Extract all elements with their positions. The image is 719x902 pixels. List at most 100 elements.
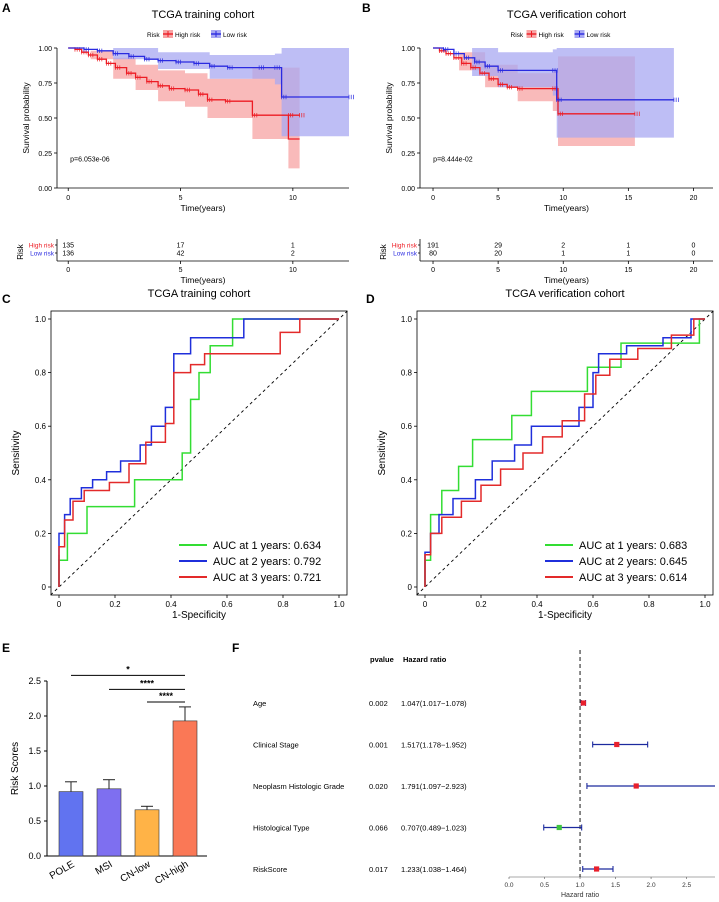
risk-count: 29 — [494, 243, 502, 250]
y-tick-label: 0.25 — [401, 151, 415, 158]
y-tick-label: 0.2 — [35, 529, 47, 538]
risk-count: 17 — [177, 243, 185, 250]
significance-label: **** — [140, 678, 155, 688]
x-tick-label: 0.4 — [531, 600, 543, 609]
plot-frame — [50, 310, 348, 596]
p-value: p=8.444e-02 — [433, 156, 473, 163]
x-tick-label: 10 — [559, 195, 567, 202]
y-tick-label: 0 — [42, 583, 47, 592]
x-axis-title: Time(years) — [544, 203, 589, 213]
roc-curve — [58, 318, 339, 587]
x-tick-label: 15 — [624, 195, 632, 202]
x-tick-label: 0.6 — [221, 600, 233, 609]
risk-count: 42 — [177, 251, 185, 258]
y-tick-label: 0.00 — [401, 186, 415, 193]
category-label: CN-low — [119, 859, 154, 885]
y-axis-title: Survival probability — [384, 82, 394, 154]
p-value: 0.066 — [369, 824, 388, 833]
panel-title: TCGA training cohort — [152, 9, 255, 21]
x-axis-title: 1-Specificity — [172, 610, 226, 621]
y-tick-label: 0.50 — [401, 116, 415, 123]
bar — [134, 809, 160, 857]
hazard-ratio-text: 0.707(0.489−1.023) — [401, 824, 467, 833]
risk-count: 0 — [692, 251, 696, 258]
risk-count: 191 — [427, 243, 439, 250]
legend-label: High risk — [175, 32, 201, 39]
y-tick-label: 1.0 — [28, 781, 41, 791]
risk-row-name: Low risk — [30, 251, 55, 258]
category-label: POLE — [48, 859, 77, 882]
ci-band — [433, 48, 674, 138]
legend-label: High risk — [539, 32, 565, 39]
y-tick-label: 0.0 — [28, 851, 41, 861]
x-tick-label: 10 — [289, 195, 297, 202]
legend-label: Low risk — [587, 32, 612, 39]
risk-count: 135 — [62, 243, 74, 250]
y-tick-label: 1.00 — [401, 46, 415, 53]
risk-count: 1 — [626, 243, 630, 250]
variable-name: Histological Type — [253, 824, 310, 833]
p-value: 0.001 — [369, 741, 388, 750]
ci-band — [68, 48, 349, 137]
p-value: 0.020 — [369, 782, 388, 791]
y-tick-label: 0.75 — [38, 81, 52, 88]
variable-name: Age — [253, 699, 266, 708]
legend-label: AUC at 2 years: 0.792 — [213, 556, 321, 568]
risk-x-tick-label: 10 — [289, 267, 297, 274]
x-axis-title: Time(years) — [180, 203, 225, 213]
panel-title: TCGA training cohort — [148, 288, 251, 300]
x-tick-label: 0.5 — [540, 882, 549, 889]
y-tick-label: 0.50 — [38, 116, 52, 123]
roc-curve — [58, 318, 339, 587]
risk-count: 80 — [429, 251, 437, 258]
y-tick-label: 0.6 — [401, 422, 413, 431]
diagonal-reference — [50, 310, 348, 596]
y-tick-label: 0.5 — [28, 816, 41, 826]
risk-count: 2 — [291, 251, 295, 258]
y-tick-label: 0.75 — [401, 81, 415, 88]
roc-curve — [424, 318, 705, 587]
y-tick-label: 0.8 — [401, 369, 413, 378]
panel-letter: A — [2, 1, 11, 15]
y-tick-label: 0.4 — [35, 476, 47, 485]
category-label: MSI — [94, 859, 115, 877]
hazard-ratio-text: 1.047(1.017−1.078) — [401, 699, 467, 708]
variable-name: RiskScore — [253, 865, 287, 874]
y-tick-label: 0.8 — [35, 369, 47, 378]
risk-x-tick-label: 5 — [179, 267, 183, 274]
x-tick-label: 0.0 — [504, 882, 513, 889]
diagonal-reference — [416, 310, 714, 596]
y-tick-label: 0.4 — [401, 476, 413, 485]
variable-name: Clinical Stage — [253, 741, 299, 750]
y-axis-title: Sensitivity — [11, 430, 22, 475]
column-header-hr: Hazard ratio — [403, 655, 447, 664]
x-tick-label: 0 — [431, 195, 435, 202]
panel-letter: D — [366, 292, 375, 306]
x-tick-label: 0.8 — [277, 600, 289, 609]
x-tick-label: 0 — [66, 195, 70, 202]
risk-x-axis-title: Time(years) — [544, 275, 589, 285]
p-value: 0.002 — [369, 699, 388, 708]
risk-count: 1 — [561, 251, 565, 258]
y-tick-label: 2.0 — [28, 711, 41, 721]
y-tick-label: 1.0 — [401, 315, 413, 324]
y-tick-label: 0.2 — [401, 529, 413, 538]
panel-title: TCGA verification cohort — [505, 288, 624, 300]
legend-title: Risk — [147, 32, 160, 39]
risk-row-name: High risk — [29, 243, 55, 250]
risk-count: 2 — [561, 243, 565, 250]
hazard-ratio-text: 1.517(1.178−1.952) — [401, 741, 467, 750]
plot-frame — [416, 310, 714, 596]
y-tick-label: 2.5 — [28, 676, 41, 686]
significance-label: * — [126, 664, 130, 674]
survival-curve — [287, 115, 300, 140]
x-tick-label: 5 — [179, 195, 183, 202]
hazard-ratio-point — [614, 741, 620, 748]
risk-count: 136 — [62, 251, 74, 258]
roc-curve — [424, 318, 705, 587]
p-value: 0.017 — [369, 865, 388, 874]
risk-x-axis-title: Time(years) — [180, 275, 225, 285]
